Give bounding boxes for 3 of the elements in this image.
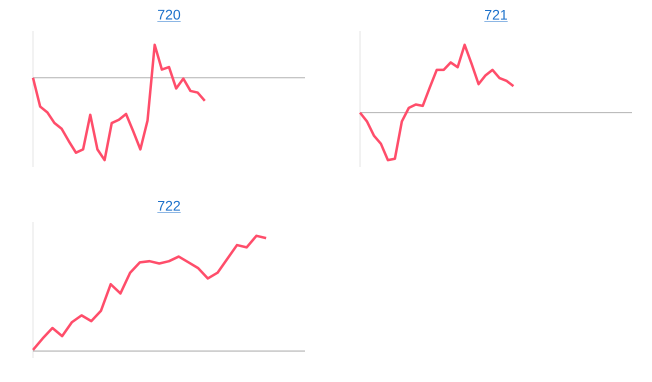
chart-title: 722	[158, 200, 180, 211]
chart-title: 721	[485, 10, 507, 20]
chart-title: 720	[158, 10, 180, 20]
